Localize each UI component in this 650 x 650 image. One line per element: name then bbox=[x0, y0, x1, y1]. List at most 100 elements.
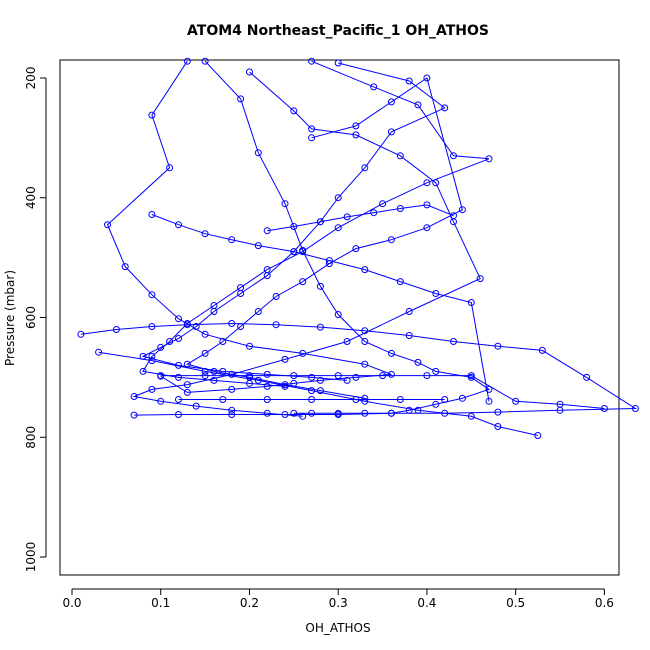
data-point bbox=[334, 194, 342, 202]
data-point bbox=[450, 152, 457, 160]
data-point bbox=[130, 411, 138, 419]
data-point bbox=[512, 397, 520, 405]
data-point bbox=[387, 98, 395, 106]
data-point bbox=[183, 360, 191, 368]
data-point bbox=[467, 299, 475, 306]
data-point bbox=[183, 388, 191, 396]
data-point bbox=[254, 376, 262, 384]
data-point bbox=[157, 372, 165, 380]
data-point bbox=[370, 83, 378, 91]
data-point bbox=[263, 370, 271, 378]
data-point bbox=[272, 321, 280, 329]
data-point bbox=[157, 343, 165, 351]
data-point bbox=[121, 263, 129, 271]
data-point bbox=[334, 372, 342, 380]
series-1 bbox=[104, 57, 395, 396]
data-point bbox=[352, 131, 360, 139]
data-point bbox=[387, 349, 395, 357]
data-point bbox=[405, 308, 413, 315]
data-point bbox=[308, 396, 316, 403]
data-point bbox=[361, 338, 369, 345]
data-point bbox=[210, 308, 218, 315]
data-point bbox=[343, 213, 351, 221]
data-point bbox=[210, 376, 218, 384]
data-point bbox=[405, 332, 413, 339]
y-tick-label: 200 bbox=[24, 67, 38, 90]
data-point bbox=[458, 206, 466, 214]
series-3 bbox=[130, 68, 484, 420]
data-point bbox=[290, 372, 298, 380]
series-line bbox=[160, 375, 605, 409]
data-point bbox=[201, 57, 209, 65]
x-tick-label: 0.5 bbox=[506, 596, 525, 610]
data-point bbox=[148, 357, 156, 365]
data-point bbox=[343, 338, 351, 345]
series-9 bbox=[148, 211, 493, 405]
data-point bbox=[254, 308, 262, 315]
data-point bbox=[201, 372, 209, 380]
data-point bbox=[467, 412, 475, 420]
data-point bbox=[183, 57, 191, 65]
y-tick-label: 1000 bbox=[24, 542, 38, 573]
series-8 bbox=[95, 348, 542, 439]
data-point bbox=[396, 205, 404, 212]
data-point bbox=[396, 278, 404, 286]
data-point bbox=[467, 372, 475, 380]
data-point bbox=[228, 320, 236, 327]
data-point bbox=[600, 405, 608, 412]
data-point bbox=[352, 373, 360, 381]
data-point bbox=[485, 397, 493, 405]
series-12 bbox=[175, 396, 449, 403]
data-point bbox=[450, 338, 457, 345]
data-point bbox=[192, 402, 200, 410]
data-point bbox=[334, 224, 342, 232]
data-point bbox=[450, 212, 457, 220]
y-tick-label: 400 bbox=[24, 186, 38, 209]
data-point bbox=[299, 412, 307, 420]
y-tick-label: 800 bbox=[24, 426, 38, 449]
x-tick-label: 0.1 bbox=[151, 596, 170, 610]
data-point bbox=[308, 57, 316, 65]
data-point bbox=[538, 346, 546, 354]
data-point bbox=[316, 218, 324, 226]
data-point bbox=[458, 394, 466, 402]
data-point bbox=[228, 385, 236, 393]
data-point bbox=[246, 68, 253, 76]
data-point bbox=[263, 272, 271, 280]
data-point bbox=[396, 396, 404, 403]
data-point bbox=[201, 349, 209, 357]
data-point bbox=[414, 358, 422, 366]
data-point bbox=[254, 242, 262, 250]
data-point bbox=[290, 248, 298, 256]
data-point bbox=[414, 406, 422, 414]
data-point bbox=[423, 179, 431, 187]
series-line bbox=[267, 204, 454, 232]
data-point bbox=[343, 376, 351, 384]
data-point bbox=[148, 291, 156, 299]
x-tick-label: 0.2 bbox=[240, 596, 259, 610]
data-point bbox=[192, 323, 200, 330]
data-point bbox=[219, 396, 227, 403]
data-point bbox=[281, 200, 289, 208]
data-point bbox=[494, 423, 502, 430]
data-point bbox=[432, 290, 440, 297]
series-line bbox=[151, 214, 490, 402]
data-point bbox=[556, 400, 564, 408]
data-point bbox=[387, 370, 395, 378]
data-point bbox=[370, 209, 378, 217]
data-point bbox=[432, 400, 440, 408]
data-point bbox=[263, 227, 271, 235]
data-point bbox=[263, 396, 271, 403]
data-point bbox=[494, 408, 502, 416]
x-tick-label: 0.4 bbox=[417, 596, 436, 610]
data-point bbox=[308, 134, 316, 142]
series-line bbox=[106, 60, 392, 393]
data-point bbox=[281, 355, 289, 363]
data-point bbox=[423, 224, 431, 232]
data-point bbox=[175, 373, 182, 381]
y-axis-label: Pressure (mbar) bbox=[3, 270, 17, 366]
data-point bbox=[237, 95, 245, 103]
data-point bbox=[139, 367, 147, 375]
data-point bbox=[361, 409, 369, 417]
